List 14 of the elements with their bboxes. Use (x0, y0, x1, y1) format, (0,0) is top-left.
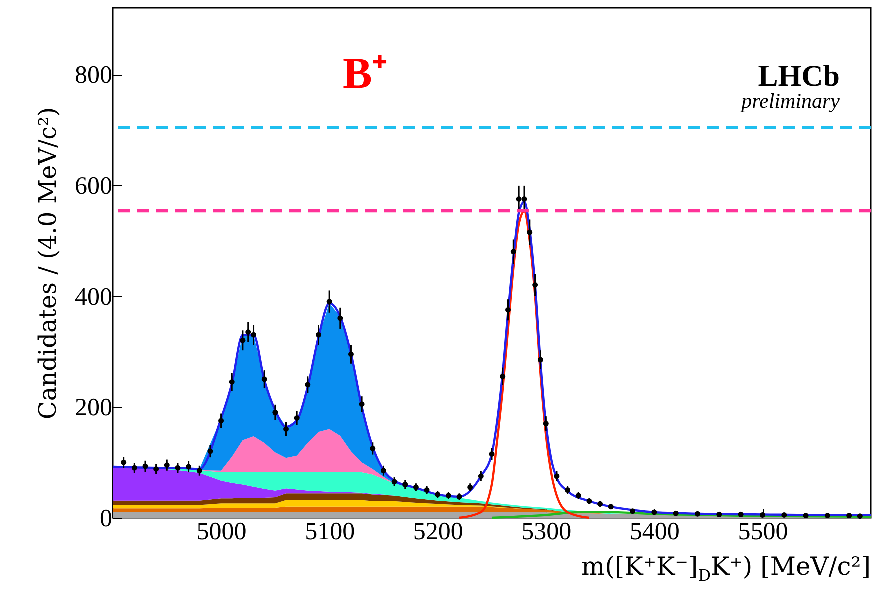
x-tick-label: 5300 (522, 518, 572, 546)
x-tick-label: 5200 (413, 518, 464, 546)
x-tick-label: 5100 (305, 518, 356, 546)
y-tick-label: 600 (75, 172, 112, 200)
y-tick-label: 200 (75, 394, 112, 422)
x-tick-label: 5400 (630, 518, 680, 546)
annotation: B⁺ (343, 49, 388, 98)
x-tick-label: 5500 (738, 518, 788, 546)
y-axis-title: Candidates / (4.0 MeV/c²) (34, 107, 62, 420)
x-axis-title: m([K⁺K⁻]$_{D}$K⁺) [MeV/c²] (581, 552, 871, 585)
y-tick-label: 0 (100, 506, 112, 532)
x-tick-label: 5000 (196, 518, 247, 546)
y-tick-label: 800 (75, 62, 112, 90)
y-tick-label: 400 (75, 284, 112, 311)
